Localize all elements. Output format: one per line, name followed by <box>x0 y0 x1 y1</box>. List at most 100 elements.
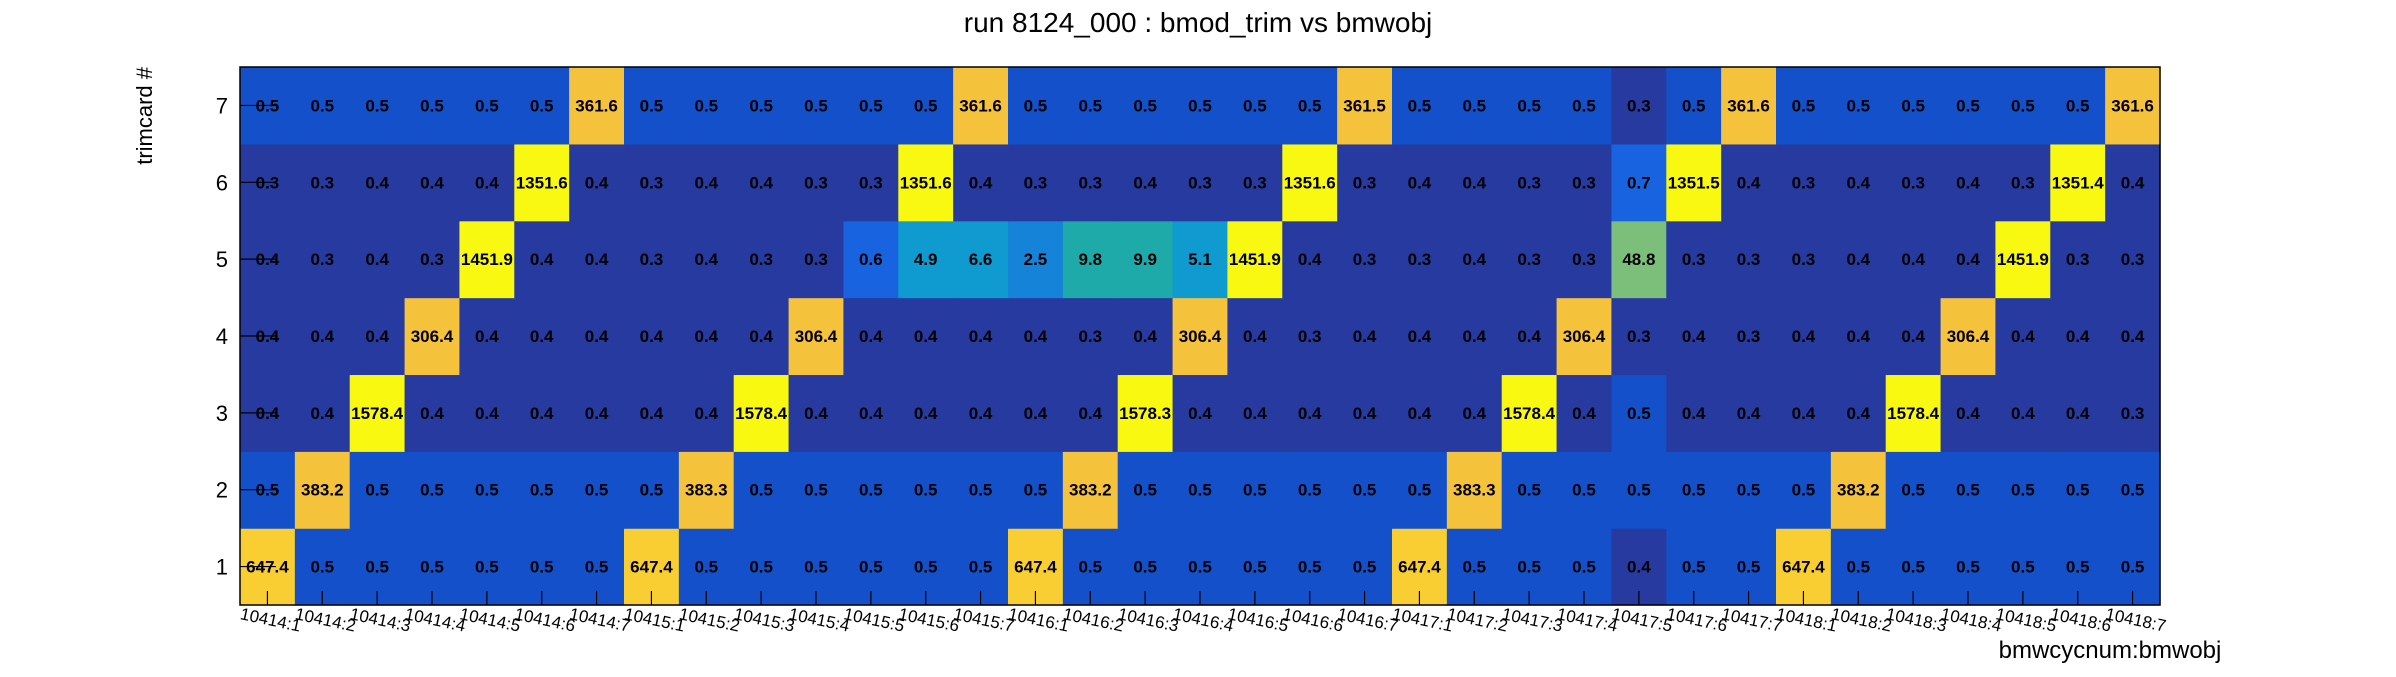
cell-value-label: 0.4 <box>1682 404 1706 423</box>
cell-value-label: 0.5 <box>914 558 938 577</box>
cell-value-label: 0.3 <box>1572 173 1596 192</box>
heatmap-cell <box>459 451 515 529</box>
cell-value-label: 5.1 <box>1188 250 1212 269</box>
cell-value-label: 0.3 <box>310 250 334 269</box>
cell-value-label: 647.4 <box>1014 558 1057 577</box>
heatmap-cell <box>898 297 954 376</box>
cell-value-label: 0.4 <box>969 404 993 423</box>
x-tick-label: 10416:2 <box>1061 604 1125 635</box>
heatmap-cell <box>1611 143 1667 222</box>
cell-value-label: 0.4 <box>475 404 499 423</box>
cell-value-label: 0.5 <box>585 481 609 500</box>
heatmap-cell <box>624 297 680 376</box>
heatmap-cell <box>1556 374 1613 452</box>
heatmap-cell <box>1995 374 2051 452</box>
x-tick-label: 10416:4 <box>1171 604 1235 635</box>
cell-value-label: 0.4 <box>804 404 828 423</box>
cell-value-label: 0.4 <box>475 327 499 346</box>
cell-value-label: 0.3 <box>1572 250 1596 269</box>
cell-value-label: 0.3 <box>1517 250 1541 269</box>
cell-value-label: 0.4 <box>1353 327 1377 346</box>
heatmap-cell <box>514 143 570 222</box>
cell-value-label: 0.4 <box>365 327 389 346</box>
cell-value-label: 0.4 <box>310 404 334 423</box>
cell-value-label: 0.5 <box>365 96 389 115</box>
x-tick-label: 10417:3 <box>1500 604 1564 635</box>
cell-value-label: 647.4 <box>630 558 673 577</box>
x-tick-label: 10415:3 <box>732 604 796 635</box>
cell-value-label: 0.4 <box>914 404 938 423</box>
heatmap-cell <box>1062 220 1119 299</box>
heatmap-cell <box>678 374 735 452</box>
heatmap-cell <box>1830 143 1887 222</box>
heatmap-cell <box>1666 67 1722 145</box>
heatmap-cell <box>514 451 570 529</box>
heatmap-cell <box>1117 220 1174 299</box>
cell-value-label: 0.5 <box>1846 558 1870 577</box>
heatmap-cell <box>1282 451 1338 529</box>
heatmap-cell <box>1830 374 1887 452</box>
heatmap-cell <box>678 297 735 376</box>
heatmap-cell <box>1062 374 1119 452</box>
cell-value-label: 0.4 <box>694 327 718 346</box>
cell-value-label: 0.4 <box>2066 404 2090 423</box>
cell-value-label: 0.4 <box>859 327 883 346</box>
cell-value-label: 0.5 <box>530 481 554 500</box>
heatmap-cell <box>843 297 899 376</box>
cell-value-label: 0.3 <box>1682 250 1706 269</box>
cell-value-label: 0.4 <box>475 173 499 192</box>
heatmap-cell <box>1392 374 1448 452</box>
chart-title: run 8124_000 : bmod_trim vs bmwobj <box>964 7 1432 38</box>
x-tick-label: 10417:7 <box>1720 604 1784 635</box>
cell-value-label: 0.3 <box>1353 173 1377 192</box>
cell-value-label: 0.5 <box>1792 481 1816 500</box>
cell-value-label: 383.2 <box>1837 481 1880 500</box>
cell-value-label: 0.5 <box>1243 558 1267 577</box>
cell-value-label: 0.4 <box>749 327 773 346</box>
cell-value-label: 6.6 <box>969 250 993 269</box>
cell-value-label: 0.3 <box>1353 250 1377 269</box>
heatmap-cell <box>2105 67 2161 145</box>
cell-value-label: 0.5 <box>530 96 554 115</box>
cell-value-label: 0.3 <box>804 250 828 269</box>
cell-value-label: 0.5 <box>2011 481 2035 500</box>
heatmap-cell <box>1940 297 1997 376</box>
y-axis-label: trimcard # <box>132 66 157 165</box>
cell-value-label: 0.5 <box>1024 96 1048 115</box>
x-tick-label: 10418:6 <box>2049 604 2113 635</box>
cell-value-label: 9.9 <box>1133 250 1157 269</box>
cell-value-label: 0.5 <box>1517 558 1541 577</box>
heatmap-cell <box>953 143 1009 222</box>
heatmap-cell <box>624 67 680 145</box>
heatmap-cell <box>1721 67 1777 145</box>
heatmap-cell <box>1227 374 1283 452</box>
heatmap-cell <box>1117 374 1174 452</box>
cell-value-label: 0.4 <box>1298 404 1322 423</box>
cell-value-label: 0.5 <box>1627 404 1651 423</box>
cell-value-label: 0.5 <box>1737 481 1761 500</box>
cell-value-label: 0.5 <box>914 481 938 500</box>
x-tick-label: 10415:4 <box>787 604 851 635</box>
cell-value-label: 0.4 <box>914 327 938 346</box>
heatmap-cell <box>349 67 406 145</box>
heatmap-cell <box>843 374 899 452</box>
cell-value-label: 0.3 <box>2121 250 2145 269</box>
cell-value-label: 0.5 <box>749 481 773 500</box>
cell-value-label: 0.4 <box>640 327 664 346</box>
cell-value-label: 0.4 <box>1737 173 1761 192</box>
cell-value-label: 0.5 <box>2121 481 2145 500</box>
heatmap-cell <box>1501 374 1558 452</box>
cell-value-label: 0.5 <box>1572 558 1596 577</box>
heatmap-cell <box>733 220 790 299</box>
cell-value-label: 0.5 <box>969 481 993 500</box>
x-tick-label: 10418:3 <box>1884 604 1948 635</box>
cell-value-label: 0.4 <box>1792 327 1816 346</box>
cell-value-label: 0.5 <box>1572 481 1596 500</box>
heatmap-cell <box>1008 297 1064 376</box>
heatmap-cell <box>404 67 461 145</box>
cell-value-label: 0.5 <box>365 558 389 577</box>
heatmap-cell <box>678 451 735 529</box>
heatmap-cell <box>1940 220 1997 299</box>
cell-value-label: 0.4 <box>530 250 554 269</box>
cell-value-label: 0.4 <box>1627 558 1651 577</box>
